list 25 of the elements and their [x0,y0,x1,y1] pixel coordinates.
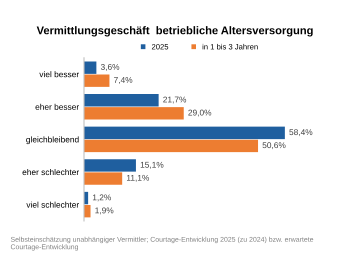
bar [84,204,91,218]
data-label: 1,9% [95,207,114,214]
y-tick-label: viel schlechter [26,202,80,208]
bar [84,61,96,74]
bar [84,107,184,120]
bar [84,172,122,185]
y-tick-label: eher schlechter [22,168,80,176]
bar [84,140,258,152]
y-tick-label: viel besser [39,71,80,78]
bar [84,74,110,87]
bar [84,159,136,172]
data-label: 7,4% [114,77,132,84]
data-label: 3,6% [100,64,120,71]
data-label: 21,7% [163,96,186,104]
data-label: 1,2% [92,194,111,202]
data-label: 29,0% [188,110,212,117]
bar [84,94,159,106]
y-tick-label: gleichbleibend [26,136,79,144]
data-label: 50,6% [262,142,286,150]
bar [84,126,285,140]
chart-title: Vermittlungsgeschäft betriebliche Altersversorgung [36,26,313,37]
y-tick-label: eher besser [35,104,80,110]
data-label: 58,4% [289,129,312,136]
data-label: 11,1% [126,174,150,182]
data-label: 15,1% [140,162,164,169]
